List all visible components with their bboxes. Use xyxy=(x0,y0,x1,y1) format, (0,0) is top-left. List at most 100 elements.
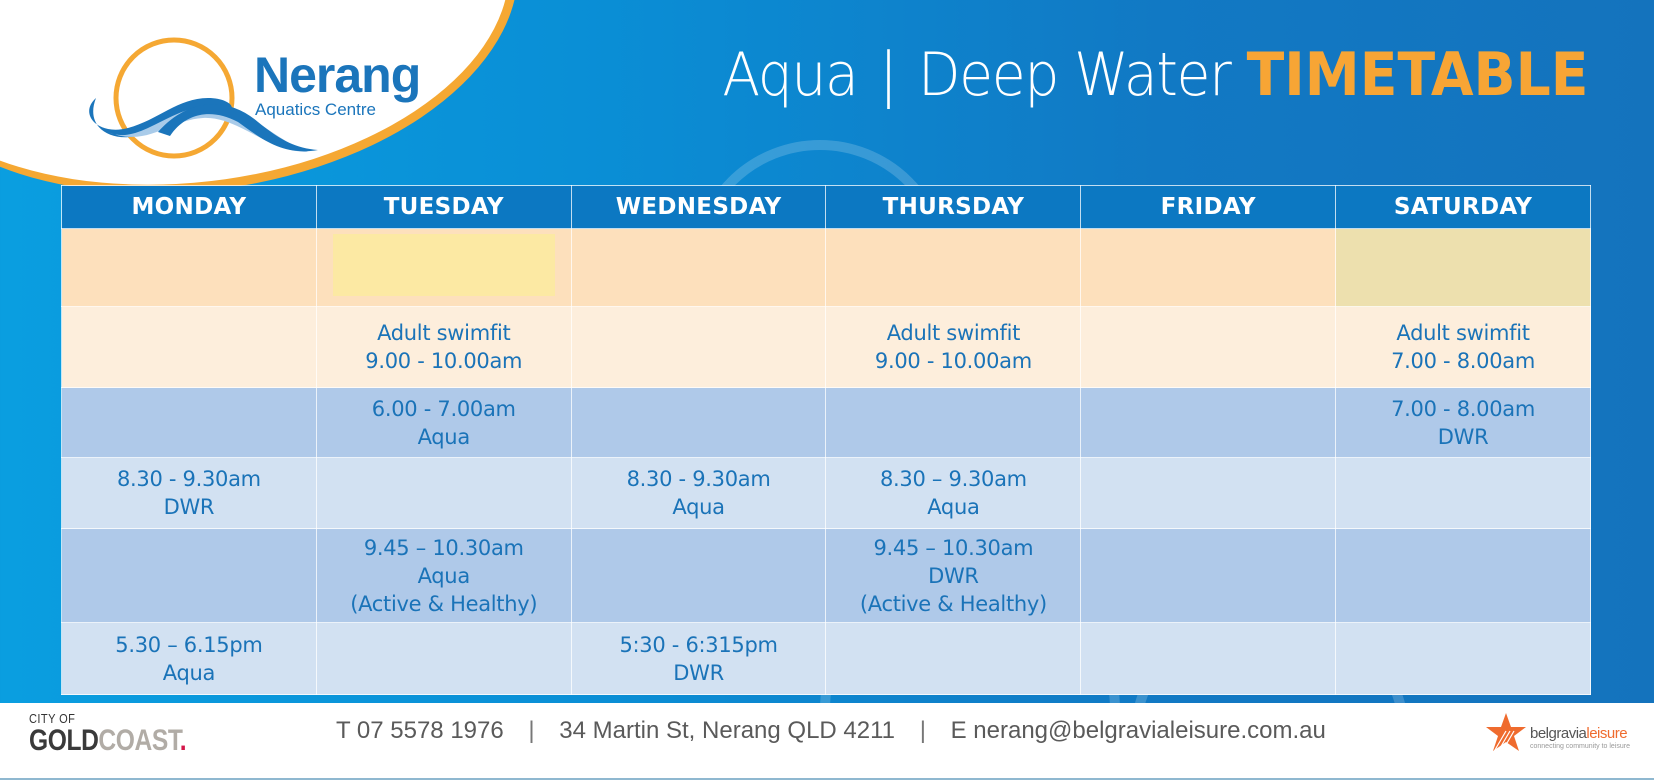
timetable-cell xyxy=(61,228,317,307)
brand-subtitle: Aquatics Centre xyxy=(255,100,376,119)
class-time: 7.00 - 8.00am xyxy=(1391,349,1535,373)
operator-tagline: connecting community to leisure xyxy=(1530,743,1630,750)
timetable-cell xyxy=(570,528,827,623)
class-time: 6.00 - 7.00am xyxy=(371,396,516,421)
divider: | xyxy=(528,717,535,744)
class-name: Aqua xyxy=(417,424,471,449)
class-time: 8.30 - 9.30am xyxy=(626,467,771,491)
council-city-of: CITY OF xyxy=(29,711,76,726)
timetable-cell: Adult swimfit 7.00 - 8.00am xyxy=(1335,306,1591,388)
nerang-logo: Nerang Aquatics Centre xyxy=(78,36,438,166)
class-time: 9.00 - 10.00am xyxy=(365,349,523,373)
timetable-cell xyxy=(1080,622,1337,695)
class-note: (Active & Healthy) xyxy=(350,591,538,616)
timetable: MONDAY TUESDAY WEDNESDAY THURSDAY FRIDAY… xyxy=(61,185,1591,695)
title-accent: TIMETABLE xyxy=(1246,40,1588,110)
timetable-cell xyxy=(61,387,317,458)
day-header-monday: MONDAY xyxy=(61,185,317,229)
class-name: Aqua xyxy=(417,563,471,588)
timetable-cell: 8.30 - 9.30am Aqua xyxy=(570,457,827,529)
city-of-gold-coast-logo: CITY OF GOLDCOAST. xyxy=(29,712,221,756)
class-name: DWR xyxy=(1437,424,1489,449)
timetable-cell: 6.00 - 7.00am Aqua xyxy=(315,387,572,458)
day-header-wednesday: WEDNESDAY xyxy=(570,185,827,229)
class-name: Adult swimfit xyxy=(1396,321,1530,345)
timetable-cell xyxy=(61,528,317,623)
highlight-block xyxy=(332,234,555,296)
class-time: 8.30 – 9.30am xyxy=(880,467,1027,491)
title-separator: | xyxy=(878,40,898,110)
class-time: 7.00 - 8.00am xyxy=(1391,396,1535,421)
timetable-cell xyxy=(1080,387,1337,458)
class-name: Aqua xyxy=(162,660,216,685)
timetable-row: 9.45 – 10.30am Aqua (Active & Healthy) 9… xyxy=(61,528,1591,623)
class-name: Adult swimfit xyxy=(886,321,1021,345)
operator-name: belgravialeisure xyxy=(1530,725,1628,742)
timetable-cell: Adult swimfit 9.00 - 10.00am xyxy=(825,306,1082,388)
timetable-cell xyxy=(570,306,827,388)
timetable-cell: 8.30 - 9.30am DWR xyxy=(61,457,317,529)
timetable-cell xyxy=(1080,228,1337,307)
class-note: (Active & Healthy) xyxy=(859,591,1047,616)
timetable-cell-highlight xyxy=(315,228,572,307)
timetable-cell xyxy=(1335,457,1591,529)
timetable-cell xyxy=(825,228,1082,307)
council-name: GOLDCOAST. xyxy=(29,724,187,757)
address: 34 Martin St, Nerang QLD 4211 xyxy=(559,717,896,744)
email-address: E nerang@belgravialeisure.com.au xyxy=(950,717,1326,744)
timetable-cell: 5:30 - 6:315pm DWR xyxy=(570,622,827,695)
timetable-cell xyxy=(315,622,572,695)
class-name: Aqua xyxy=(672,495,725,519)
council-dot: . xyxy=(179,724,187,757)
timetable-cell: 5.30 – 6.15pm Aqua xyxy=(61,622,317,695)
title-part-deep-water: Deep Water xyxy=(917,40,1232,110)
star-icon xyxy=(1486,713,1526,756)
footer: CITY OF GOLDCOAST. T 07 5578 1976 | 34 M… xyxy=(0,703,1654,780)
timetable-cell xyxy=(570,228,827,307)
day-header-thursday: THURSDAY xyxy=(825,185,1082,229)
council-name-gold: GOLD xyxy=(29,724,99,757)
day-header-row: MONDAY TUESDAY WEDNESDAY THURSDAY FRIDAY… xyxy=(61,185,1591,229)
class-time: 9.45 – 10.30am xyxy=(363,535,524,560)
timetable-row: 5.30 – 6.15pm Aqua 5:30 - 6:315pm DWR xyxy=(61,622,1591,695)
class-name: Adult swimfit xyxy=(377,321,511,345)
contact-details: T 07 5578 1976 | 34 Martin St, Nerang QL… xyxy=(336,717,1326,745)
class-time: 9.00 - 10.00am xyxy=(874,349,1032,373)
timetable-cell xyxy=(825,622,1082,695)
timetable-cell xyxy=(61,306,317,388)
timetable-row: 6.00 - 7.00am Aqua 7.00 - 8.00am DWR xyxy=(61,387,1591,458)
timetable-cell: 9.45 – 10.30am DWR (Active & Healthy) xyxy=(825,528,1082,623)
class-time: 5:30 - 6:315pm xyxy=(619,632,778,657)
timetable-cell xyxy=(1080,528,1337,623)
council-name-coast: COAST xyxy=(98,724,180,757)
timetable-cell xyxy=(1335,528,1591,623)
operator-name-leisure: leisure xyxy=(1586,725,1628,742)
timetable-cell xyxy=(825,387,1082,458)
class-name: DWR xyxy=(673,660,724,685)
phone-number: T 07 5578 1976 xyxy=(336,717,504,744)
timetable-cell: Adult swimfit 9.00 - 10.00am xyxy=(315,306,572,388)
timetable-cell-highlight xyxy=(1335,228,1591,307)
class-time: 9.45 – 10.30am xyxy=(873,535,1034,560)
day-header-friday: FRIDAY xyxy=(1080,185,1337,229)
timetable-cell: 9.45 – 10.30am Aqua (Active & Healthy) xyxy=(315,528,572,623)
page-title: Aqua | Deep Water TIMETABLE xyxy=(722,40,1588,110)
class-name: DWR xyxy=(928,563,979,588)
timetable-row: Adult swimfit 9.00 - 10.00am Adult swimf… xyxy=(61,306,1591,388)
divider: | xyxy=(919,717,926,744)
class-name: Aqua xyxy=(927,495,980,519)
brand-name: Nerang xyxy=(254,47,421,103)
timetable-row xyxy=(61,228,1591,307)
sun-wave-icon xyxy=(89,37,318,159)
class-time: 8.30 - 9.30am xyxy=(116,467,261,491)
timetable-cell xyxy=(570,387,827,458)
timetable-cell: 7.00 - 8.00am DWR xyxy=(1335,387,1591,458)
timetable-cell xyxy=(1080,306,1337,388)
day-header-saturday: SATURDAY xyxy=(1335,185,1591,229)
timetable-cell: 8.30 – 9.30am Aqua xyxy=(825,457,1082,529)
day-header-tuesday: TUESDAY xyxy=(315,185,572,229)
timetable-row: 8.30 - 9.30am DWR 8.30 - 9.30am Aqua 8.3… xyxy=(61,457,1591,529)
operator-name-belgravia: belgravia xyxy=(1530,725,1587,742)
title-part-aqua: Aqua xyxy=(721,40,859,110)
timetable-cell xyxy=(315,457,572,529)
